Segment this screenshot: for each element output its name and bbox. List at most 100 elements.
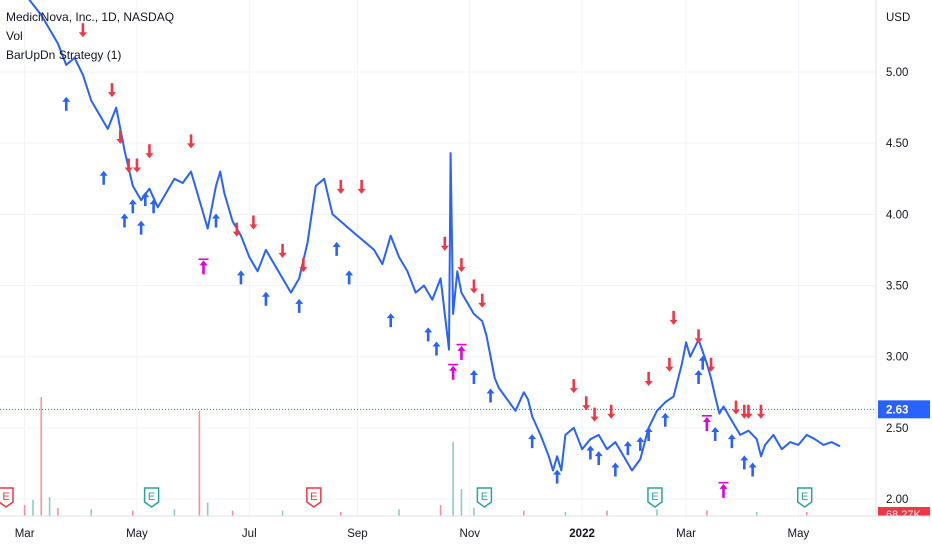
buy-signal-arrow	[141, 192, 150, 207]
buy-signal-arrow	[694, 370, 703, 385]
buy-signal-arrow	[748, 462, 757, 477]
sell-signal-arrow	[457, 258, 466, 273]
time-axis[interactable]	[0, 516, 932, 550]
buy-signal-arrow	[295, 298, 304, 313]
buy-signal-arrow	[261, 291, 270, 306]
sell-signal-arrow	[478, 293, 487, 308]
buy-signal-arrow	[644, 426, 653, 441]
price-axis-tick-label: 3.50	[886, 281, 908, 293]
volume-bar	[473, 507, 475, 516]
volume-bar	[452, 441, 454, 516]
buy-signal-arrow	[432, 341, 441, 356]
exit-signal-arrow	[199, 260, 208, 275]
sell-signal-arrow	[357, 179, 366, 194]
buy-signal-arrow	[623, 441, 632, 456]
earnings-marker[interactable]	[143, 487, 160, 508]
buy-signal-arrow	[345, 270, 354, 285]
buy-signal-arrow	[727, 434, 736, 449]
buy-signal-arrow	[62, 96, 71, 111]
sell-signal-arrow	[590, 407, 599, 422]
earnings-marker[interactable]	[476, 487, 493, 508]
volume-bar	[48, 497, 51, 516]
buy-signal-arrow	[128, 199, 137, 214]
time-axis-tick-label: Nov	[460, 528, 481, 540]
price-axis-tick-label: 2.00	[886, 494, 908, 506]
buy-signal-arrow	[553, 469, 562, 484]
sell-signal-arrow	[665, 357, 674, 372]
earnings-marker[interactable]	[647, 487, 663, 508]
earnings-marker-label: E	[801, 491, 808, 503]
last-price-badge-label: 2.63	[886, 404, 908, 416]
earnings-marker[interactable]	[0, 487, 14, 508]
volume-bar	[439, 505, 442, 516]
sell-signal-arrow	[108, 83, 116, 98]
sell-signal-arrow	[278, 243, 287, 258]
sell-signal-arrow	[469, 279, 478, 294]
earnings-marker-label: E	[148, 491, 155, 503]
sell-signal-arrow	[336, 179, 345, 194]
volume-bar	[706, 510, 708, 516]
buy-signal-arrow	[594, 451, 603, 466]
chart-legend: MediciNova, Inc., 1D, NASDAQ Vol BarUpDn…	[6, 8, 174, 65]
sell-signal-arrow	[732, 400, 740, 415]
buy-signal-arrow	[212, 213, 220, 228]
earnings-marker-label: E	[310, 491, 317, 503]
last-price-badge	[878, 400, 930, 419]
volume-bar	[656, 509, 658, 516]
sell-signal-arrow	[669, 310, 678, 325]
volume-bar	[523, 510, 525, 516]
exit-signal-arrow	[702, 416, 711, 431]
sell-signal-arrow	[232, 222, 241, 237]
buy-signal-arrow	[698, 355, 707, 370]
strategy-indicator-label[interactable]: BarUpDn Strategy (1)	[6, 48, 122, 62]
sell-signal-arrow	[132, 158, 141, 173]
sell-signal-arrow	[569, 379, 578, 394]
sell-signal-arrow	[124, 158, 133, 173]
buy-signal-arrow	[711, 426, 720, 441]
volume-bar	[132, 510, 134, 516]
buy-signal-arrow	[528, 434, 537, 449]
symbol-title[interactable]: MediciNova, Inc., 1D, NASDAQ	[6, 10, 175, 24]
buy-signal-arrow	[740, 455, 749, 470]
volume-bar	[206, 502, 209, 516]
buy-signal-arrow	[236, 270, 245, 285]
earnings-marker-label: E	[481, 491, 488, 503]
price-axis[interactable]	[876, 0, 932, 516]
volume-bar	[460, 489, 463, 516]
volume-bar	[90, 509, 92, 516]
volume-indicator-label[interactable]: Vol	[6, 29, 23, 43]
sell-signal-arrow	[116, 130, 125, 145]
volume-bar	[40, 397, 43, 516]
volume-bar	[564, 511, 567, 516]
exit-signal-bar	[718, 481, 729, 484]
earnings-marker-label: E	[651, 491, 658, 503]
buy-signal-arrow	[386, 313, 395, 328]
buy-signal-arrow	[469, 370, 478, 385]
sell-signal-arrow	[644, 372, 653, 387]
time-axis-tick-label: May	[788, 528, 810, 540]
price-axis-tick-label: 3.00	[886, 352, 908, 364]
buy-signal-arrow	[332, 241, 341, 256]
sell-signal-arrow	[756, 404, 765, 419]
volume-bar	[57, 507, 59, 516]
volume-bar	[173, 509, 176, 516]
exit-signal-bar	[198, 258, 209, 261]
sell-signal-arrow	[440, 236, 449, 251]
buy-signal-arrow	[424, 327, 433, 342]
price-axis-tick-label: 5.00	[886, 67, 908, 79]
volume-bar	[198, 410, 201, 516]
earnings-marker[interactable]	[306, 487, 322, 508]
volume-bar	[805, 511, 808, 516]
exit-signal-arrow	[457, 345, 466, 360]
buy-signal-arrow	[149, 199, 158, 214]
earnings-marker[interactable]	[796, 487, 813, 508]
price-axis-tick-label: 2.50	[886, 423, 908, 435]
volume-bar	[606, 510, 608, 516]
price-axis-currency: USD	[886, 12, 910, 24]
buy-signal-arrow	[137, 220, 146, 235]
volume-bar	[756, 511, 758, 516]
time-axis-tick-label: Mar	[676, 528, 696, 540]
sell-signal-arrow	[582, 396, 591, 411]
